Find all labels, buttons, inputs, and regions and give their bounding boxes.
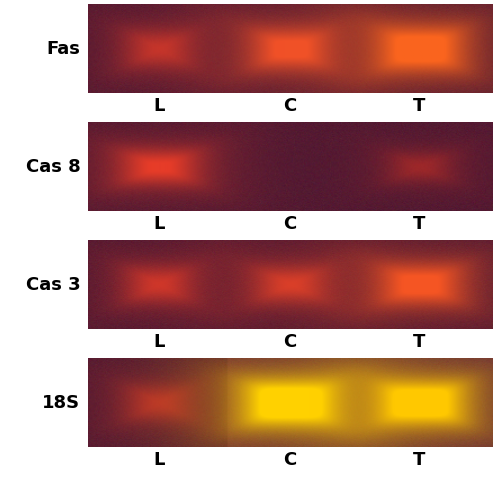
- Text: T: T: [412, 214, 424, 232]
- Text: T: T: [412, 450, 424, 468]
- Text: C: C: [283, 332, 296, 350]
- Text: T: T: [412, 332, 424, 350]
- Text: L: L: [153, 214, 164, 232]
- Text: Cas 8: Cas 8: [26, 158, 80, 176]
- Text: 18S: 18S: [42, 394, 80, 411]
- Text: L: L: [153, 96, 164, 114]
- Text: T: T: [412, 96, 424, 114]
- Text: C: C: [283, 214, 296, 232]
- Text: L: L: [153, 332, 164, 350]
- Text: C: C: [283, 450, 296, 468]
- Text: Cas 3: Cas 3: [26, 276, 80, 293]
- Text: L: L: [153, 450, 164, 468]
- Text: C: C: [283, 96, 296, 114]
- Text: Fas: Fas: [47, 40, 80, 58]
